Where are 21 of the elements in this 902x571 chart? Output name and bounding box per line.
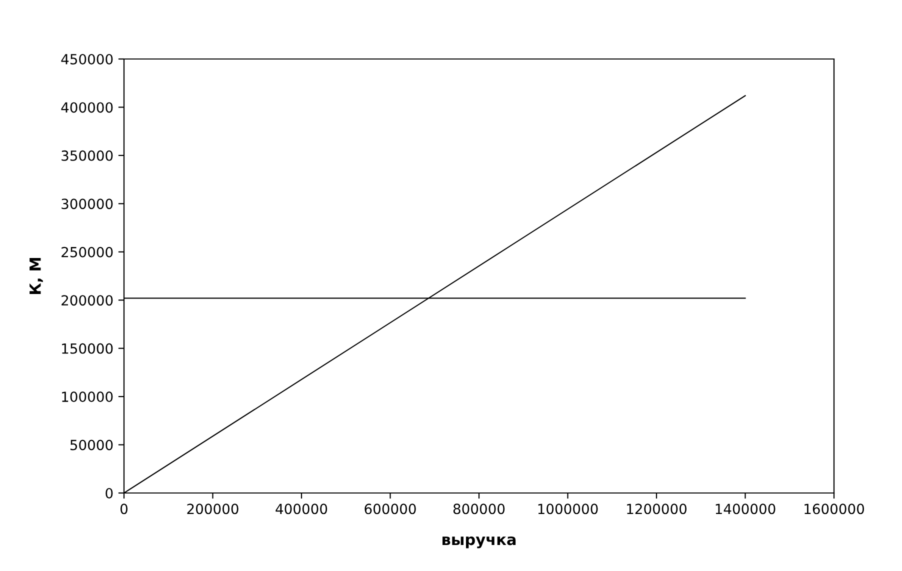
y-tick-label: 0 bbox=[106, 488, 113, 498]
y-tick-label: 250000 bbox=[62, 246, 113, 258]
x-tick-label: 800000 bbox=[453, 504, 505, 514]
y-tick-label: 450000 bbox=[61, 54, 113, 64]
x-tick-label: 400000 bbox=[276, 504, 328, 514]
x-tick-label: 200000 bbox=[187, 504, 238, 514]
x-tick-label: 1400000 bbox=[716, 504, 776, 514]
y-tick-label: 100000 bbox=[62, 392, 113, 402]
y-tick-label: 150000 bbox=[62, 343, 113, 354]
x-tick-label: 1200000 bbox=[627, 504, 687, 514]
x-tick-label: 1000000 bbox=[538, 504, 598, 514]
x-axis-title: выручка bbox=[442, 536, 516, 548]
y-tick-label: 200000 bbox=[62, 295, 113, 306]
y-tick-label: 50000 bbox=[70, 440, 113, 450]
y-tick-label: 400000 bbox=[61, 102, 113, 113]
y-tick-label: 300000 bbox=[62, 198, 113, 210]
y-axis-title: К, М bbox=[30, 258, 43, 294]
y-tick-label: 350000 bbox=[62, 150, 113, 161]
x-tick-label: 600000 bbox=[364, 504, 416, 514]
x-tick-label: 1600000 bbox=[804, 504, 864, 514]
x-tick-label: 0 bbox=[120, 504, 128, 514]
